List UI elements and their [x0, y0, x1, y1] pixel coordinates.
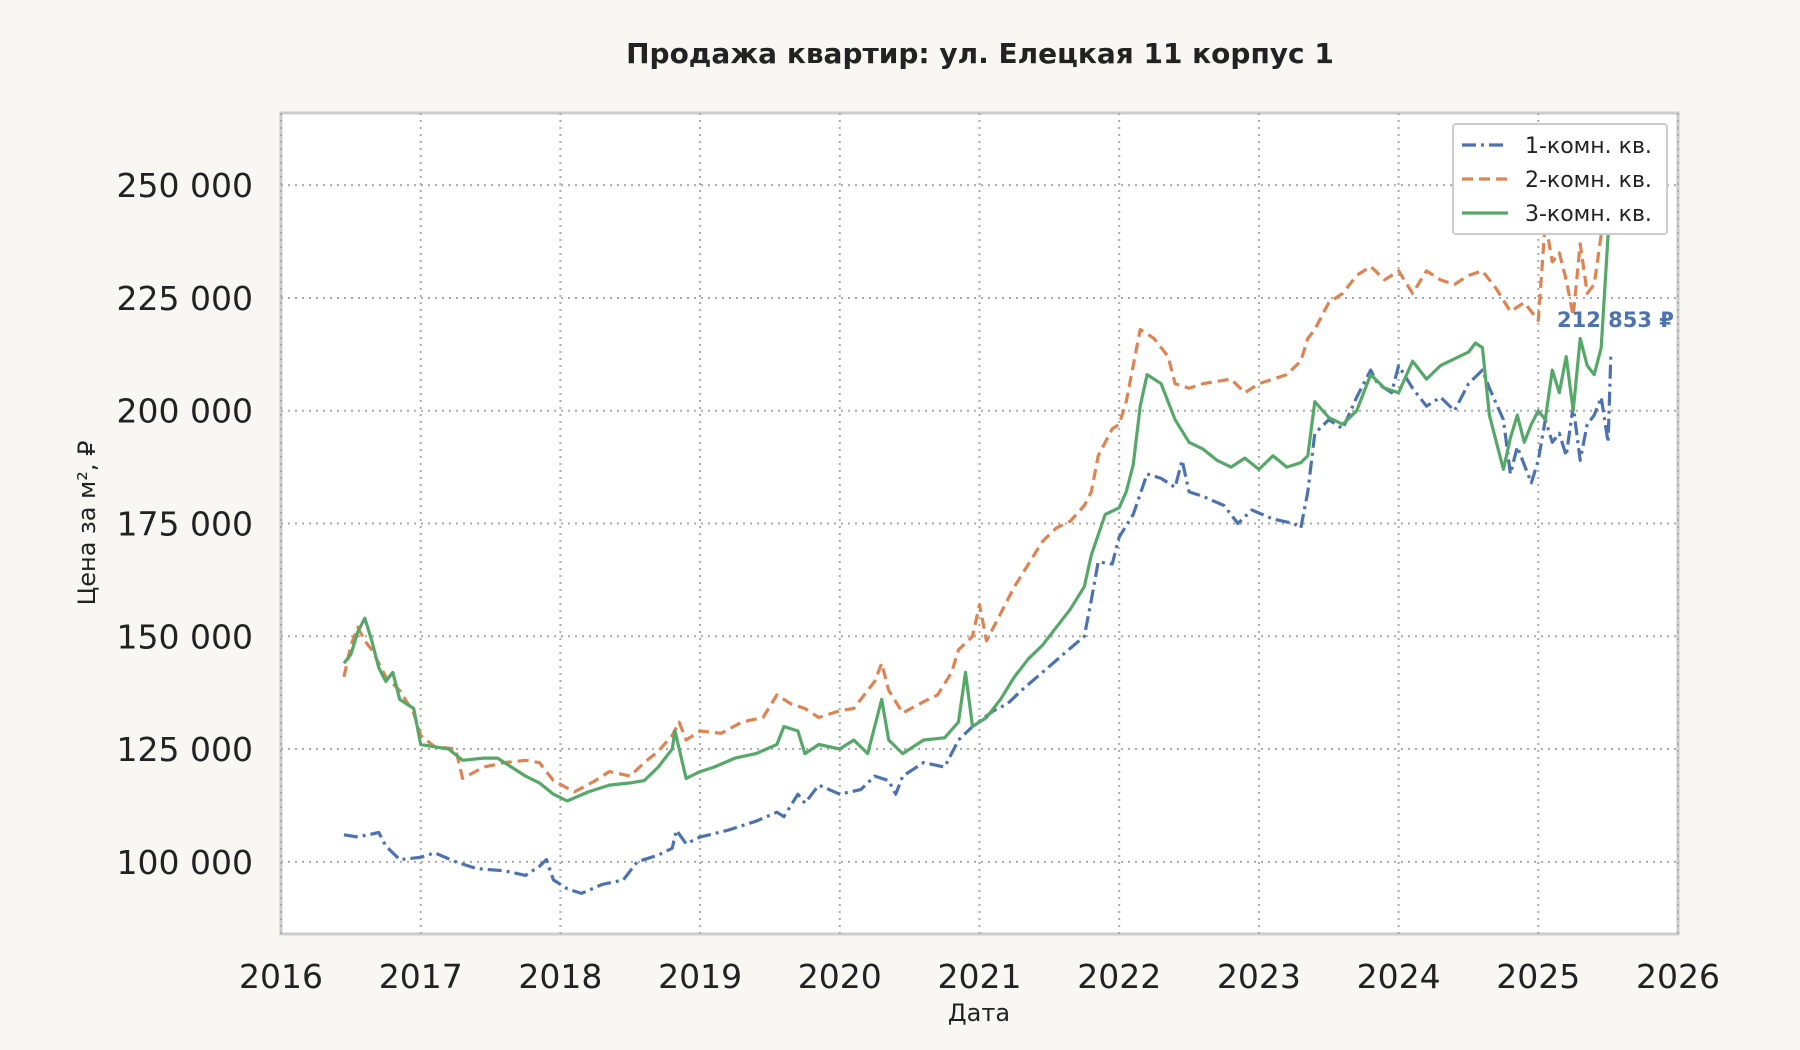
legend: 1-комн. кв. 2-комн. кв. 3-комн. кв.	[1452, 123, 1668, 235]
x-tick-label: 2017	[379, 957, 463, 996]
y-tick-label: 200 000	[117, 392, 253, 431]
x-tick-label: 2019	[658, 957, 742, 996]
y-tick-label: 100 000	[117, 843, 253, 882]
x-axis-label: Дата	[948, 999, 1010, 1027]
y-tick-label: 125 000	[117, 730, 253, 769]
x-axis-ticks: 2016 2017 2018 2019 2020 2021 2022 2023 2024 2025…	[239, 957, 1720, 996]
x-tick-label: 2024	[1357, 957, 1441, 996]
series-lines	[342, 159, 1666, 895]
legend-label: 2-комн. кв.	[1525, 168, 1652, 193]
legend-label: 1-комн. кв.	[1525, 134, 1652, 159]
x-tick-label: 2016	[239, 957, 323, 996]
x-tick-label: 2022	[1077, 957, 1161, 996]
last-value-annotation: 212 853 ₽	[1557, 308, 1674, 332]
x-tick-label: 2021	[938, 957, 1022, 996]
x-tick-label: 2025	[1496, 957, 1580, 996]
series-line-2	[342, 159, 1666, 794]
y-tick-label: 150 000	[117, 617, 253, 656]
chart-title: Продажа квартир: ул. Елецкая 11 корпус 1	[626, 37, 1334, 70]
x-tick-label: 2023	[1217, 957, 1301, 996]
x-tick-label: 2020	[798, 957, 882, 996]
legend-box	[1452, 123, 1668, 235]
series-line-1	[343, 352, 1613, 895]
plot-area	[279, 111, 1680, 936]
x-tick-label: 2018	[518, 957, 602, 996]
x-tick-label: 2026	[1636, 957, 1720, 996]
legend-label: 3-комн. кв.	[1525, 202, 1652, 227]
y-tick-label: 225 000	[117, 279, 253, 318]
series-line-3	[342, 206, 1665, 803]
y-tick-label: 250 000	[117, 166, 253, 205]
y-tick-label: 175 000	[117, 505, 253, 544]
y-axis-ticks: 100 000 125 000 150 000 175 000 200 000 225 0…	[117, 166, 253, 882]
grid-lines	[280, 113, 1679, 934]
y-axis-label: Цена за м², ₽	[73, 441, 101, 606]
